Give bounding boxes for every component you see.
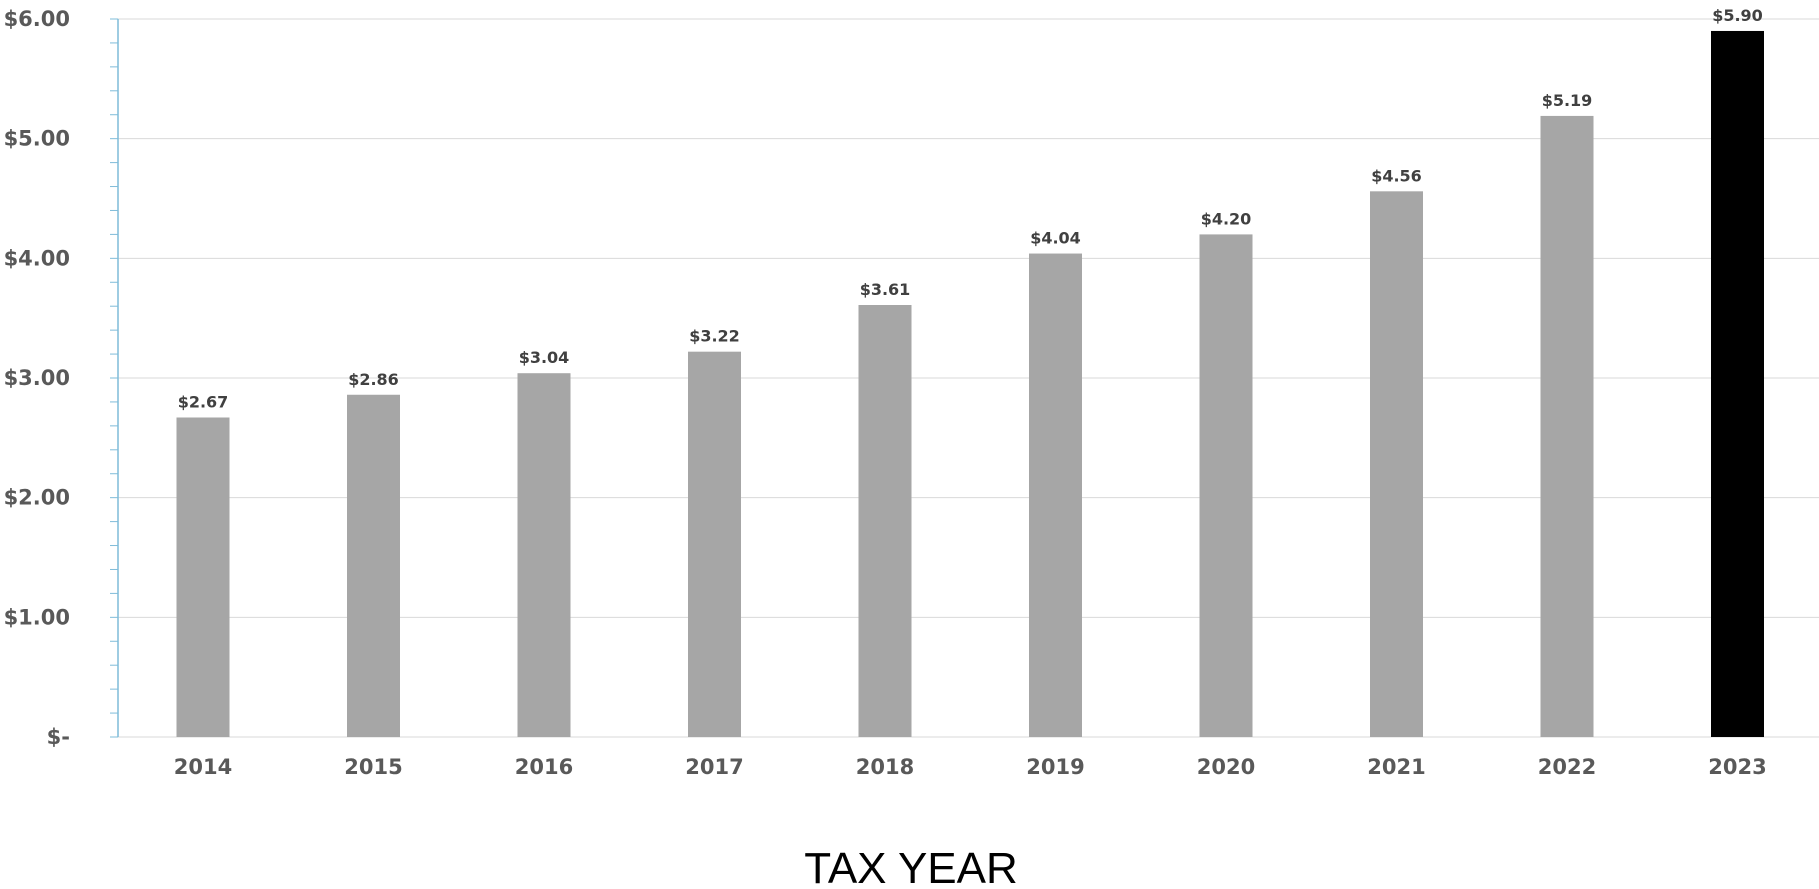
bar <box>1711 30 1764 737</box>
y-tick-label: $- <box>47 725 70 749</box>
x-tick-label: 2018 <box>856 755 914 779</box>
data-label: $4.56 <box>1371 166 1422 185</box>
x-tick-label: 2014 <box>174 755 232 779</box>
y-tick-label: $5.00 <box>4 127 70 151</box>
x-tick-label: 2017 <box>685 755 743 779</box>
x-tick-label: 2019 <box>1026 755 1084 779</box>
data-label: $3.61 <box>860 280 911 299</box>
y-tick-label: $4.00 <box>4 246 70 270</box>
bar <box>688 351 741 737</box>
y-tick-labels: $- $1.00 $2.00 $3.00 $4.00 $5.00 $6.00 <box>4 7 70 749</box>
y-tick-label: $1.00 <box>4 605 70 629</box>
data-label: $5.19 <box>1542 91 1593 110</box>
data-label: $4.20 <box>1201 209 1252 228</box>
x-tick-label: 2016 <box>515 755 573 779</box>
bar <box>858 305 912 737</box>
bar <box>1370 191 1423 737</box>
y-tick-label: $2.00 <box>4 486 70 510</box>
bar <box>1199 234 1253 737</box>
bars <box>176 30 1764 738</box>
bar <box>1029 253 1082 737</box>
bar <box>517 373 571 737</box>
data-label: $5.90 <box>1712 6 1763 25</box>
data-label: $2.67 <box>178 392 229 411</box>
x-tick-label: 2021 <box>1367 755 1425 779</box>
x-tick-label: 2020 <box>1197 755 1255 779</box>
x-tick-label: 2023 <box>1708 755 1766 779</box>
x-tick-label: 2022 <box>1538 755 1596 779</box>
data-label: $2.86 <box>348 370 399 389</box>
bar <box>1540 115 1594 738</box>
y-axis <box>110 18 1819 738</box>
bar <box>347 394 400 737</box>
x-tick-labels: 2014 2015 2016 2017 2018 2019 2020 2021 2022 2023 <box>174 755 1767 779</box>
y-tick-label: $3.00 <box>4 366 70 390</box>
x-axis-title: TAX YEAR <box>804 844 1018 889</box>
data-label: $4.04 <box>1030 229 1081 248</box>
data-label: $3.04 <box>519 348 570 367</box>
bar <box>176 417 230 737</box>
data-labels: $2.67 $2.86 $3.04 $3.22 $3.61 $4.04 $4.20 $4.56… <box>178 6 1763 412</box>
y-tick-label: $6.00 <box>4 7 70 31</box>
data-label: $3.22 <box>689 327 740 346</box>
gridlines <box>118 18 1819 618</box>
x-tick-label: 2015 <box>344 755 402 779</box>
